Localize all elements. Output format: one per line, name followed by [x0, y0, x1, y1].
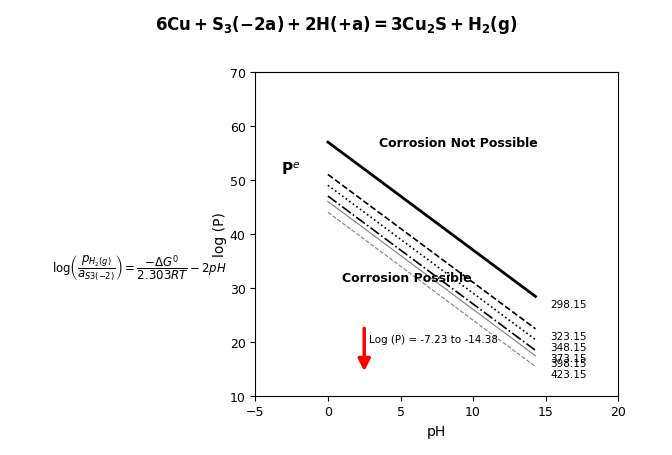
Text: 298.15: 298.15 [550, 299, 587, 309]
Text: $\mathbf{6Cu+S_3(-2a)+2H(+a)=3Cu_2S+H_2(g)}$: $\mathbf{6Cu+S_3(-2a)+2H(+a)=3Cu_2S+H_2(… [155, 14, 517, 35]
Text: $\log\!\left(\dfrac{p_{H_2(g)}}{a_{S3(-2)}}\right)=\dfrac{-\Delta G^0}{2.303RT}-: $\log\!\left(\dfrac{p_{H_2(g)}}{a_{S3(-2… [52, 253, 227, 283]
Text: 398.15: 398.15 [550, 359, 587, 369]
Text: 348.15: 348.15 [550, 343, 587, 352]
Text: P$^e$: P$^e$ [282, 162, 301, 178]
Text: 323.15: 323.15 [550, 332, 587, 342]
Y-axis label: log (P): log (P) [213, 212, 227, 257]
Text: Corrosion Not Possible: Corrosion Not Possible [379, 136, 538, 149]
Text: 373.15: 373.15 [550, 353, 587, 363]
Text: Corrosion Possible: Corrosion Possible [343, 271, 472, 284]
X-axis label: pH: pH [427, 424, 446, 438]
Text: 423.15: 423.15 [550, 369, 587, 379]
Text: Log (P) = -7.23 to -14.38: Log (P) = -7.23 to -14.38 [368, 334, 497, 344]
